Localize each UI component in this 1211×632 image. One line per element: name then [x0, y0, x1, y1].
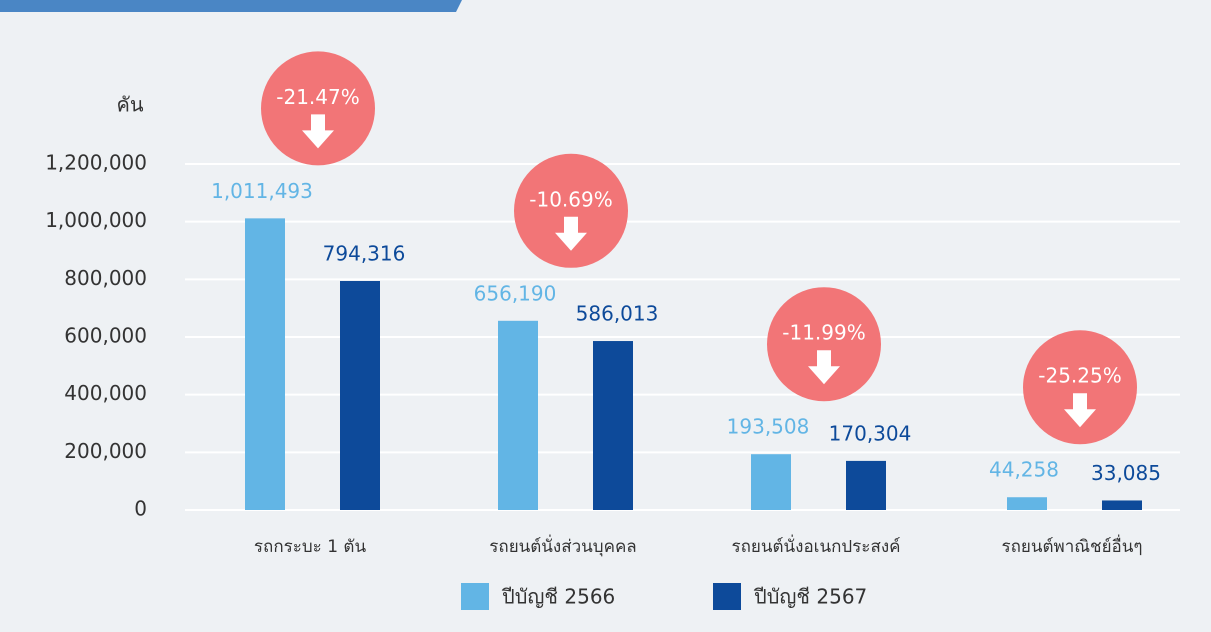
value-label: 44,258: [989, 458, 1059, 482]
value-label: 586,013: [576, 302, 659, 326]
down-arrow: [555, 216, 587, 251]
change-label: -11.99%: [782, 321, 865, 345]
legend-label: ปีบัญชี 2567: [754, 585, 868, 609]
x-tick-label: รถยนต์นั่งอเนกประสงค์: [731, 534, 900, 557]
bar: [1007, 497, 1047, 510]
x-tick-label: รถกระบะ 1 ตัน: [254, 537, 367, 557]
down-arrow: [302, 114, 334, 149]
change-badge: [1023, 330, 1137, 445]
bar: [340, 280, 380, 510]
bar: [1102, 500, 1142, 510]
value-label: 33,085: [1091, 461, 1161, 485]
value-label: 193,508: [727, 415, 810, 439]
x-tick-label: รถยนต์นั่งส่วนบุคคล: [489, 534, 636, 557]
change-badge: [767, 287, 881, 402]
y-tick-label: 1,000,000: [45, 208, 147, 232]
y-tick-label: 1,200,000: [45, 151, 147, 175]
bar: [498, 320, 538, 510]
change-label: -21.47%: [276, 85, 359, 109]
legend-swatch: [713, 583, 741, 610]
change-label: -10.69%: [529, 187, 612, 211]
y-tick-label: 200,000: [64, 439, 147, 463]
change-label: -25.25%: [1038, 364, 1121, 388]
y-tick-label: 800,000: [64, 266, 147, 290]
bar: [846, 460, 886, 510]
header-banner: [0, 0, 462, 12]
value-label: 794,316: [323, 241, 406, 265]
bar: [751, 454, 791, 510]
value-label: 1,011,493: [211, 179, 313, 203]
value-label: 170,304: [829, 421, 912, 445]
y-axis-label: คัน: [116, 93, 143, 117]
legend-label: ปีบัญชี 2566: [502, 585, 616, 609]
change-badge: [261, 51, 375, 166]
y-tick-label: 600,000: [64, 324, 147, 348]
down-arrow: [1064, 393, 1096, 428]
bar: [593, 341, 633, 510]
bar: [245, 218, 285, 510]
change-badge: [514, 153, 628, 268]
down-arrow: [808, 350, 840, 385]
y-tick-label: 0: [134, 497, 147, 521]
y-tick-label: 400,000: [64, 381, 147, 405]
value-label: 656,190: [474, 281, 557, 305]
legend-swatch: [461, 583, 489, 610]
x-tick-label: รถยนต์พาณิชย์อื่นๆ: [1001, 534, 1142, 557]
